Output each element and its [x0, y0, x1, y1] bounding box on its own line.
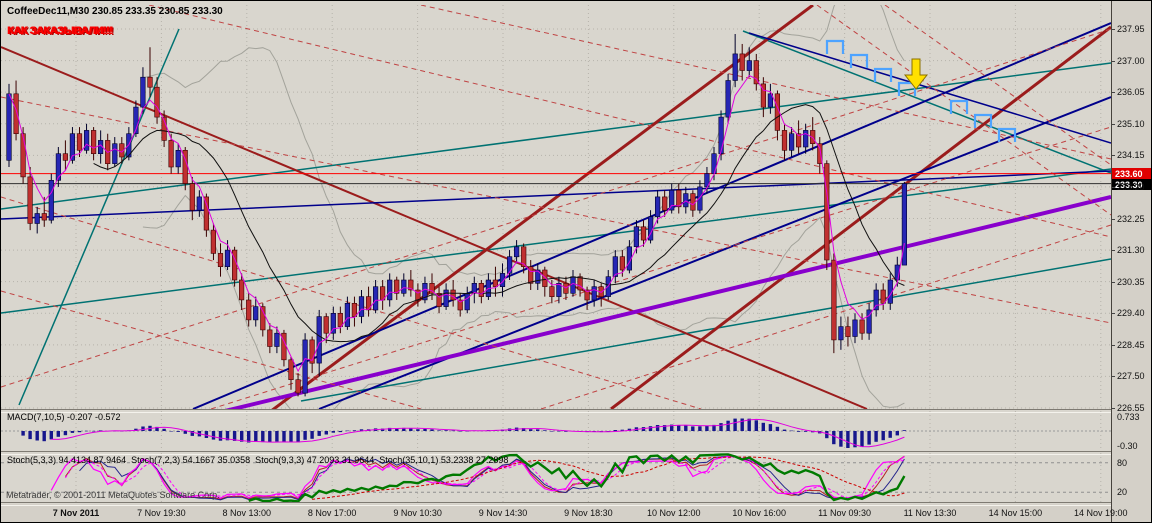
price-tick-mark	[1112, 250, 1115, 252]
stoch-axis-label: 20	[1117, 487, 1128, 498]
time-axis-label: 14 Nov 15:00	[988, 508, 1043, 518]
stochastic-panel-canvas[interactable]	[1, 453, 1111, 502]
bid-price-tag: 233.30	[1112, 179, 1151, 190]
price-tick-label: 233.20	[1117, 181, 1145, 192]
price-tick-label: 230.35	[1117, 276, 1145, 287]
price-line-tag: 233.60	[1112, 168, 1151, 179]
price-tick-mark	[1112, 344, 1115, 346]
price-tick-label: 234.15	[1117, 150, 1145, 161]
panel-separator-macd[interactable]	[1, 409, 1151, 413]
red-annotation-text: КАК ЗАКАЗЫВАЛИ!!!	[7, 25, 113, 37]
price-tick-label: 237.95	[1117, 24, 1145, 34]
metaquotes-copyright: Metatrader, © 2001-2011 MetaQuotes Softw…	[6, 490, 220, 500]
price-tick-label: 229.40	[1117, 308, 1145, 319]
price-tick-label: 236.05	[1117, 87, 1145, 98]
time-axis-label: 11 Nov 09:30	[818, 508, 872, 518]
price-tick-mark	[1112, 313, 1115, 315]
time-axis-label: 11 Nov 13:30	[903, 508, 957, 518]
stochastic-indicator-label: Stoch(5,3,3) 94.4134 87.9464 Stoch(7,2,3…	[7, 455, 509, 465]
time-axis-label: 8 Nov 13:00	[222, 508, 272, 518]
price-tick-label: 235.10	[1117, 118, 1145, 129]
time-axis-label: 7 Nov 19:30	[137, 508, 186, 518]
time-axis-label: 10 Nov 12:00	[647, 508, 701, 518]
time-axis-label: 9 Nov 14:30	[478, 508, 528, 518]
chart-plot-background	[1, 1, 1111, 504]
price-tick-mark	[1112, 186, 1115, 188]
price-tick-label: 237.00	[1117, 55, 1145, 66]
price-tick-mark	[1112, 60, 1115, 62]
stoch-axis-label: 80	[1117, 457, 1128, 468]
panel-separator-timeaxis[interactable]	[1, 502, 1151, 506]
price-tick-mark	[1112, 281, 1115, 283]
price-tick-mark	[1112, 123, 1115, 125]
price-tick-label: 227.50	[1117, 371, 1145, 382]
price-tick-mark	[1112, 155, 1115, 157]
price-tick-mark	[1112, 29, 1115, 30]
time-axis-label: 14 Nov 19:00	[1074, 508, 1128, 518]
price-chart-canvas[interactable]	[1, 5, 1111, 409]
symbol-ohlc-title: CoffeeDec11,M30 230.85 233.35 230.85 233…	[7, 6, 223, 17]
macd-indicator-label: MACD(7,10,5) -0.207 -0.572	[7, 412, 121, 422]
macd-panel-canvas[interactable]	[1, 411, 1111, 451]
macd-axis-label: 0.733	[1117, 412, 1140, 422]
macd-axis-label: -0.30	[1117, 441, 1138, 451]
price-tick-mark	[1112, 408, 1115, 409]
price-tick-mark	[1112, 92, 1115, 94]
time-axis-label: 9 Nov 10:30	[393, 508, 442, 518]
price-tick-label: 228.45	[1117, 339, 1145, 350]
price-tick-label: 232.25	[1117, 213, 1145, 224]
time-axis-label: 7 Nov 2011	[52, 508, 100, 518]
panel-separator-stoch[interactable]	[1, 451, 1151, 455]
time-axis-label: 10 Nov 16:00	[732, 508, 786, 518]
price-tick-mark	[1112, 376, 1115, 378]
price-tick-label: 231.30	[1117, 245, 1145, 256]
time-axis-label: 9 Nov 18:30	[564, 508, 613, 518]
price-axis[interactable]: 233.60 233.30 237.95 237.00 236.05 235.10 23…	[1111, 1, 1151, 522]
time-axis-label: 8 Nov 17:00	[307, 508, 357, 518]
price-tick-mark	[1112, 218, 1115, 220]
price-tick-label: 226.55	[1117, 403, 1145, 413]
